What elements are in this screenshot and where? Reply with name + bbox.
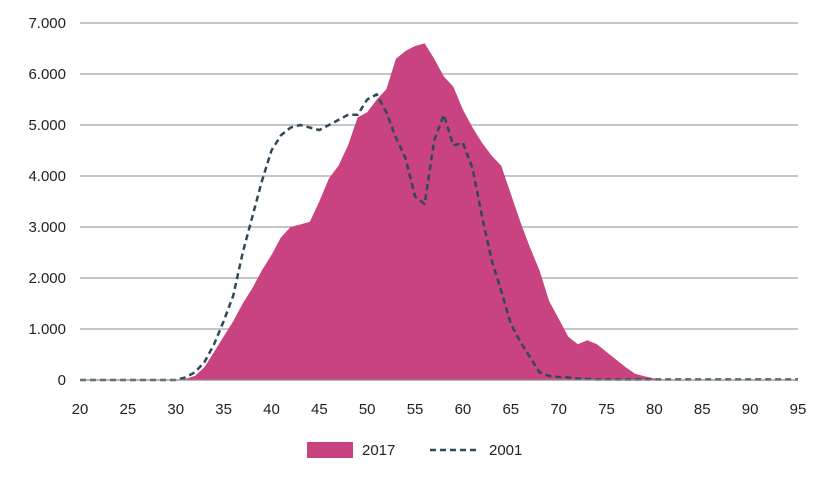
- x-tick-label-60: 60: [455, 401, 472, 418]
- x-tick-label-45: 45: [311, 401, 328, 418]
- x-tick-label-40: 40: [263, 401, 280, 418]
- y-tick-labels: 0 1.000 2.000 3.000 4.000 5.000 6.000 7.000: [28, 15, 66, 389]
- x-tick-label-55: 55: [407, 401, 424, 418]
- y-tick-label-5: 5.000: [28, 117, 66, 134]
- x-tick-label-50: 50: [359, 401, 376, 418]
- y-tick-label-6: 6.000: [28, 66, 66, 83]
- x-tick-labels: 20 25 30 35 40 45 50 55 60 65 70 75 80 85 90 95: [72, 401, 807, 418]
- y-tick-label-2: 2.000: [28, 270, 66, 287]
- legend-label-2017: 2017: [362, 442, 395, 459]
- y-tick-label-3: 3.000: [28, 219, 66, 236]
- legend-label-2001: 2001: [489, 442, 522, 459]
- y-tick-label-0: 0: [58, 372, 66, 389]
- x-tick-label-20: 20: [72, 401, 89, 418]
- x-tick-label-25: 25: [120, 401, 137, 418]
- legend-swatch-2017: [307, 442, 353, 458]
- y-tick-label-4: 4.000: [28, 168, 66, 185]
- x-tick-label-70: 70: [550, 401, 567, 418]
- area-layer: [80, 43, 798, 381]
- series-2017-area: [80, 43, 798, 381]
- x-tick-label-85: 85: [694, 401, 711, 418]
- x-tick-label-30: 30: [167, 401, 184, 418]
- x-tick-label-65: 65: [502, 401, 519, 418]
- legend: 2017 2001: [307, 442, 522, 459]
- x-tick-label-90: 90: [742, 401, 759, 418]
- x-tick-label-95: 95: [790, 401, 807, 418]
- x-tick-label-35: 35: [215, 401, 232, 418]
- y-tick-label-7: 7.000: [28, 15, 66, 32]
- y-tick-label-1: 1.000: [28, 321, 66, 338]
- x-tick-label-80: 80: [646, 401, 663, 418]
- x-tick-label-75: 75: [598, 401, 615, 418]
